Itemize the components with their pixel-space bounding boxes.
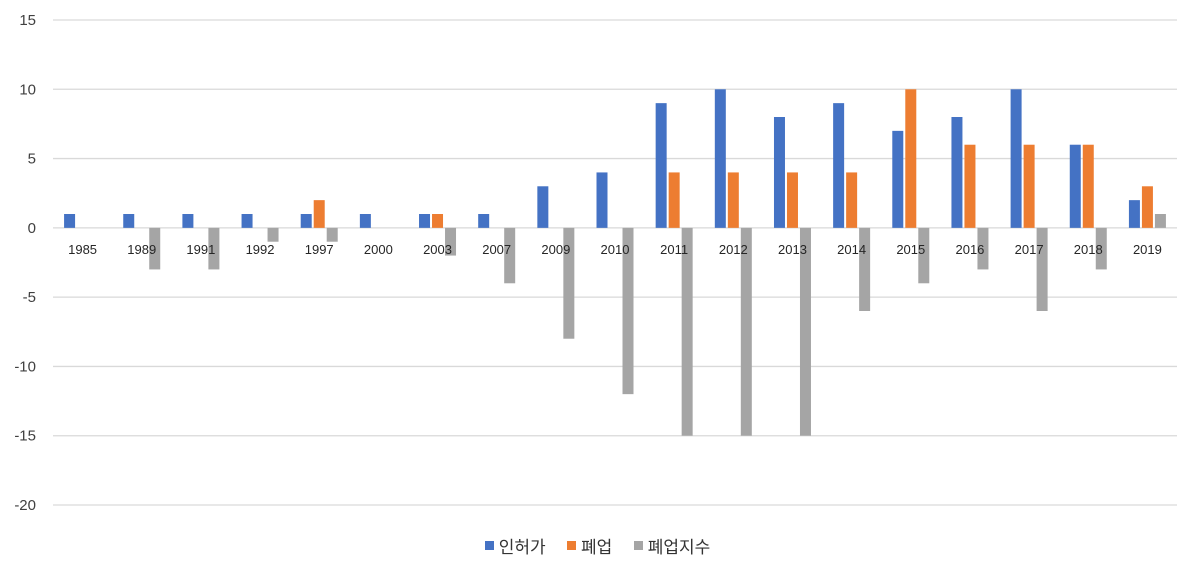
x-tick-label: 2009 xyxy=(541,242,570,257)
chart-legend: 인허가 폐업 폐업지수 xyxy=(0,533,1195,558)
bar xyxy=(313,200,325,228)
x-tick-label: 1997 xyxy=(305,242,334,257)
bar xyxy=(727,172,739,228)
bar xyxy=(1023,144,1035,228)
x-tick-label: 2013 xyxy=(778,242,807,257)
bar xyxy=(1069,144,1081,228)
y-tick-label: -20 xyxy=(14,497,36,514)
bar-chart: 15 10 5 0 -5 -10 -15 -20 1985 1989 1991 1992 1997 20… xyxy=(14,12,1177,514)
bar xyxy=(622,227,634,395)
x-tick-label: 1989 xyxy=(127,242,156,257)
bar xyxy=(655,103,667,228)
bar xyxy=(1082,144,1094,228)
y-tick-label: -10 xyxy=(14,358,36,375)
y-tick-label: 15 xyxy=(19,12,36,29)
bar xyxy=(1141,186,1153,228)
x-axis-labels: 1985 1989 1991 1992 1997 2000 2003 2007 2009 2010… xyxy=(68,242,1162,257)
bar xyxy=(182,214,194,228)
x-tick-label: 2016 xyxy=(955,242,984,257)
y-tick-label: 5 xyxy=(28,151,36,168)
y-tick-label: -5 xyxy=(23,289,36,306)
bar xyxy=(1154,214,1166,228)
bar xyxy=(681,227,693,436)
y-axis-labels: 15 10 5 0 -5 -10 -15 -20 xyxy=(14,12,36,514)
bar-series xyxy=(64,89,1166,436)
bar xyxy=(977,227,989,270)
legend-label-closures: 폐업 xyxy=(581,538,613,558)
y-tick-label: 10 xyxy=(19,81,36,98)
bar xyxy=(1128,200,1140,228)
bar xyxy=(64,214,76,228)
bar xyxy=(432,214,444,228)
y-tick-label: 0 xyxy=(28,220,36,237)
bar xyxy=(537,186,549,228)
bar xyxy=(1095,227,1107,270)
bar xyxy=(799,227,811,436)
x-tick-label: 2003 xyxy=(423,242,452,257)
bar xyxy=(951,117,963,228)
bar xyxy=(668,172,680,228)
bar xyxy=(149,227,161,270)
bar xyxy=(786,172,798,228)
bar xyxy=(208,227,220,270)
bar xyxy=(892,130,904,228)
x-tick-label: 1992 xyxy=(246,242,275,257)
bar xyxy=(918,227,930,284)
bar xyxy=(846,172,858,228)
bar xyxy=(445,227,457,256)
bar xyxy=(596,172,608,228)
x-tick-label: 1985 xyxy=(68,242,97,257)
bar xyxy=(359,214,371,228)
x-tick-label: 1991 xyxy=(186,242,215,257)
gridlines xyxy=(53,19,1177,506)
x-tick-label: 2017 xyxy=(1015,242,1044,257)
y-tick-label: -15 xyxy=(14,428,36,445)
bar xyxy=(300,214,312,228)
bar xyxy=(905,89,917,228)
x-tick-label: 2014 xyxy=(837,242,866,257)
bar xyxy=(714,89,726,228)
bar xyxy=(1010,89,1022,228)
legend-item-closures: 폐업 xyxy=(567,533,612,558)
x-tick-label: 2018 xyxy=(1074,242,1103,257)
x-tick-label: 2007 xyxy=(482,242,511,257)
bar xyxy=(504,227,516,284)
bar xyxy=(1036,227,1048,311)
legend-label-closure-index: 폐업지수 xyxy=(647,538,711,558)
legend-label-permits: 인허가 xyxy=(498,538,546,558)
legend-item-permits: 인허가 xyxy=(484,533,546,558)
bar xyxy=(740,227,752,436)
bar xyxy=(419,214,431,228)
bar xyxy=(267,227,279,242)
x-tick-label: 2019 xyxy=(1133,242,1162,257)
bar xyxy=(833,103,845,228)
bar xyxy=(478,214,490,228)
legend-swatch-closure-index xyxy=(633,541,643,550)
x-tick-label: 2015 xyxy=(896,242,925,257)
legend-swatch-closures xyxy=(567,541,577,550)
bar xyxy=(964,144,976,228)
legend-swatch-permits xyxy=(484,541,494,550)
bar xyxy=(859,227,871,311)
x-tick-label: 2012 xyxy=(719,242,748,257)
bar xyxy=(326,227,338,242)
bar xyxy=(123,214,135,228)
bar xyxy=(773,117,785,228)
x-tick-label: 2010 xyxy=(601,242,630,257)
legend-item-closure-index: 폐업지수 xyxy=(633,533,711,558)
bar xyxy=(241,214,253,228)
x-tick-label: 2000 xyxy=(364,242,393,257)
bar xyxy=(563,227,575,339)
x-tick-label: 2011 xyxy=(660,242,688,257)
